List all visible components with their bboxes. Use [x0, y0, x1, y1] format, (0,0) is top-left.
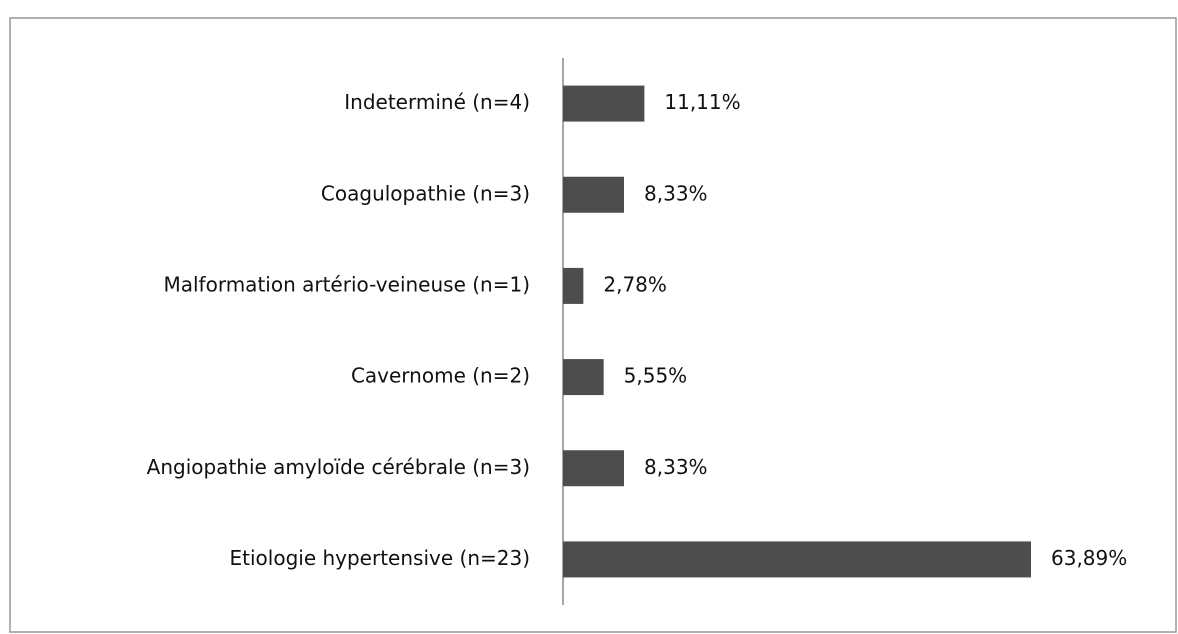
value-label: 8,33% — [644, 181, 708, 205]
category-label: Cavernome (n=2) — [351, 364, 530, 388]
bar — [563, 450, 625, 487]
category-label: Etiologie hypertensive (n=23) — [230, 546, 531, 570]
value-label: 11,11% — [664, 90, 740, 114]
bar — [563, 176, 625, 213]
category-label: Indeterminé (n=4) — [344, 90, 530, 114]
value-label: 63,89% — [1051, 546, 1127, 570]
value-label: 2,78% — [603, 272, 667, 296]
bar — [563, 267, 584, 304]
bar — [563, 541, 1031, 578]
bar — [563, 85, 645, 122]
category-label: Angiopathie amyloïde cérébrale (n=3) — [147, 455, 530, 479]
bar — [563, 359, 604, 396]
category-label: Malformation artério-veineuse (n=1) — [163, 272, 530, 296]
category-label: Coagulopathie (n=3) — [321, 181, 530, 205]
value-label: 8,33% — [644, 455, 708, 479]
value-label: 5,55% — [624, 364, 688, 388]
